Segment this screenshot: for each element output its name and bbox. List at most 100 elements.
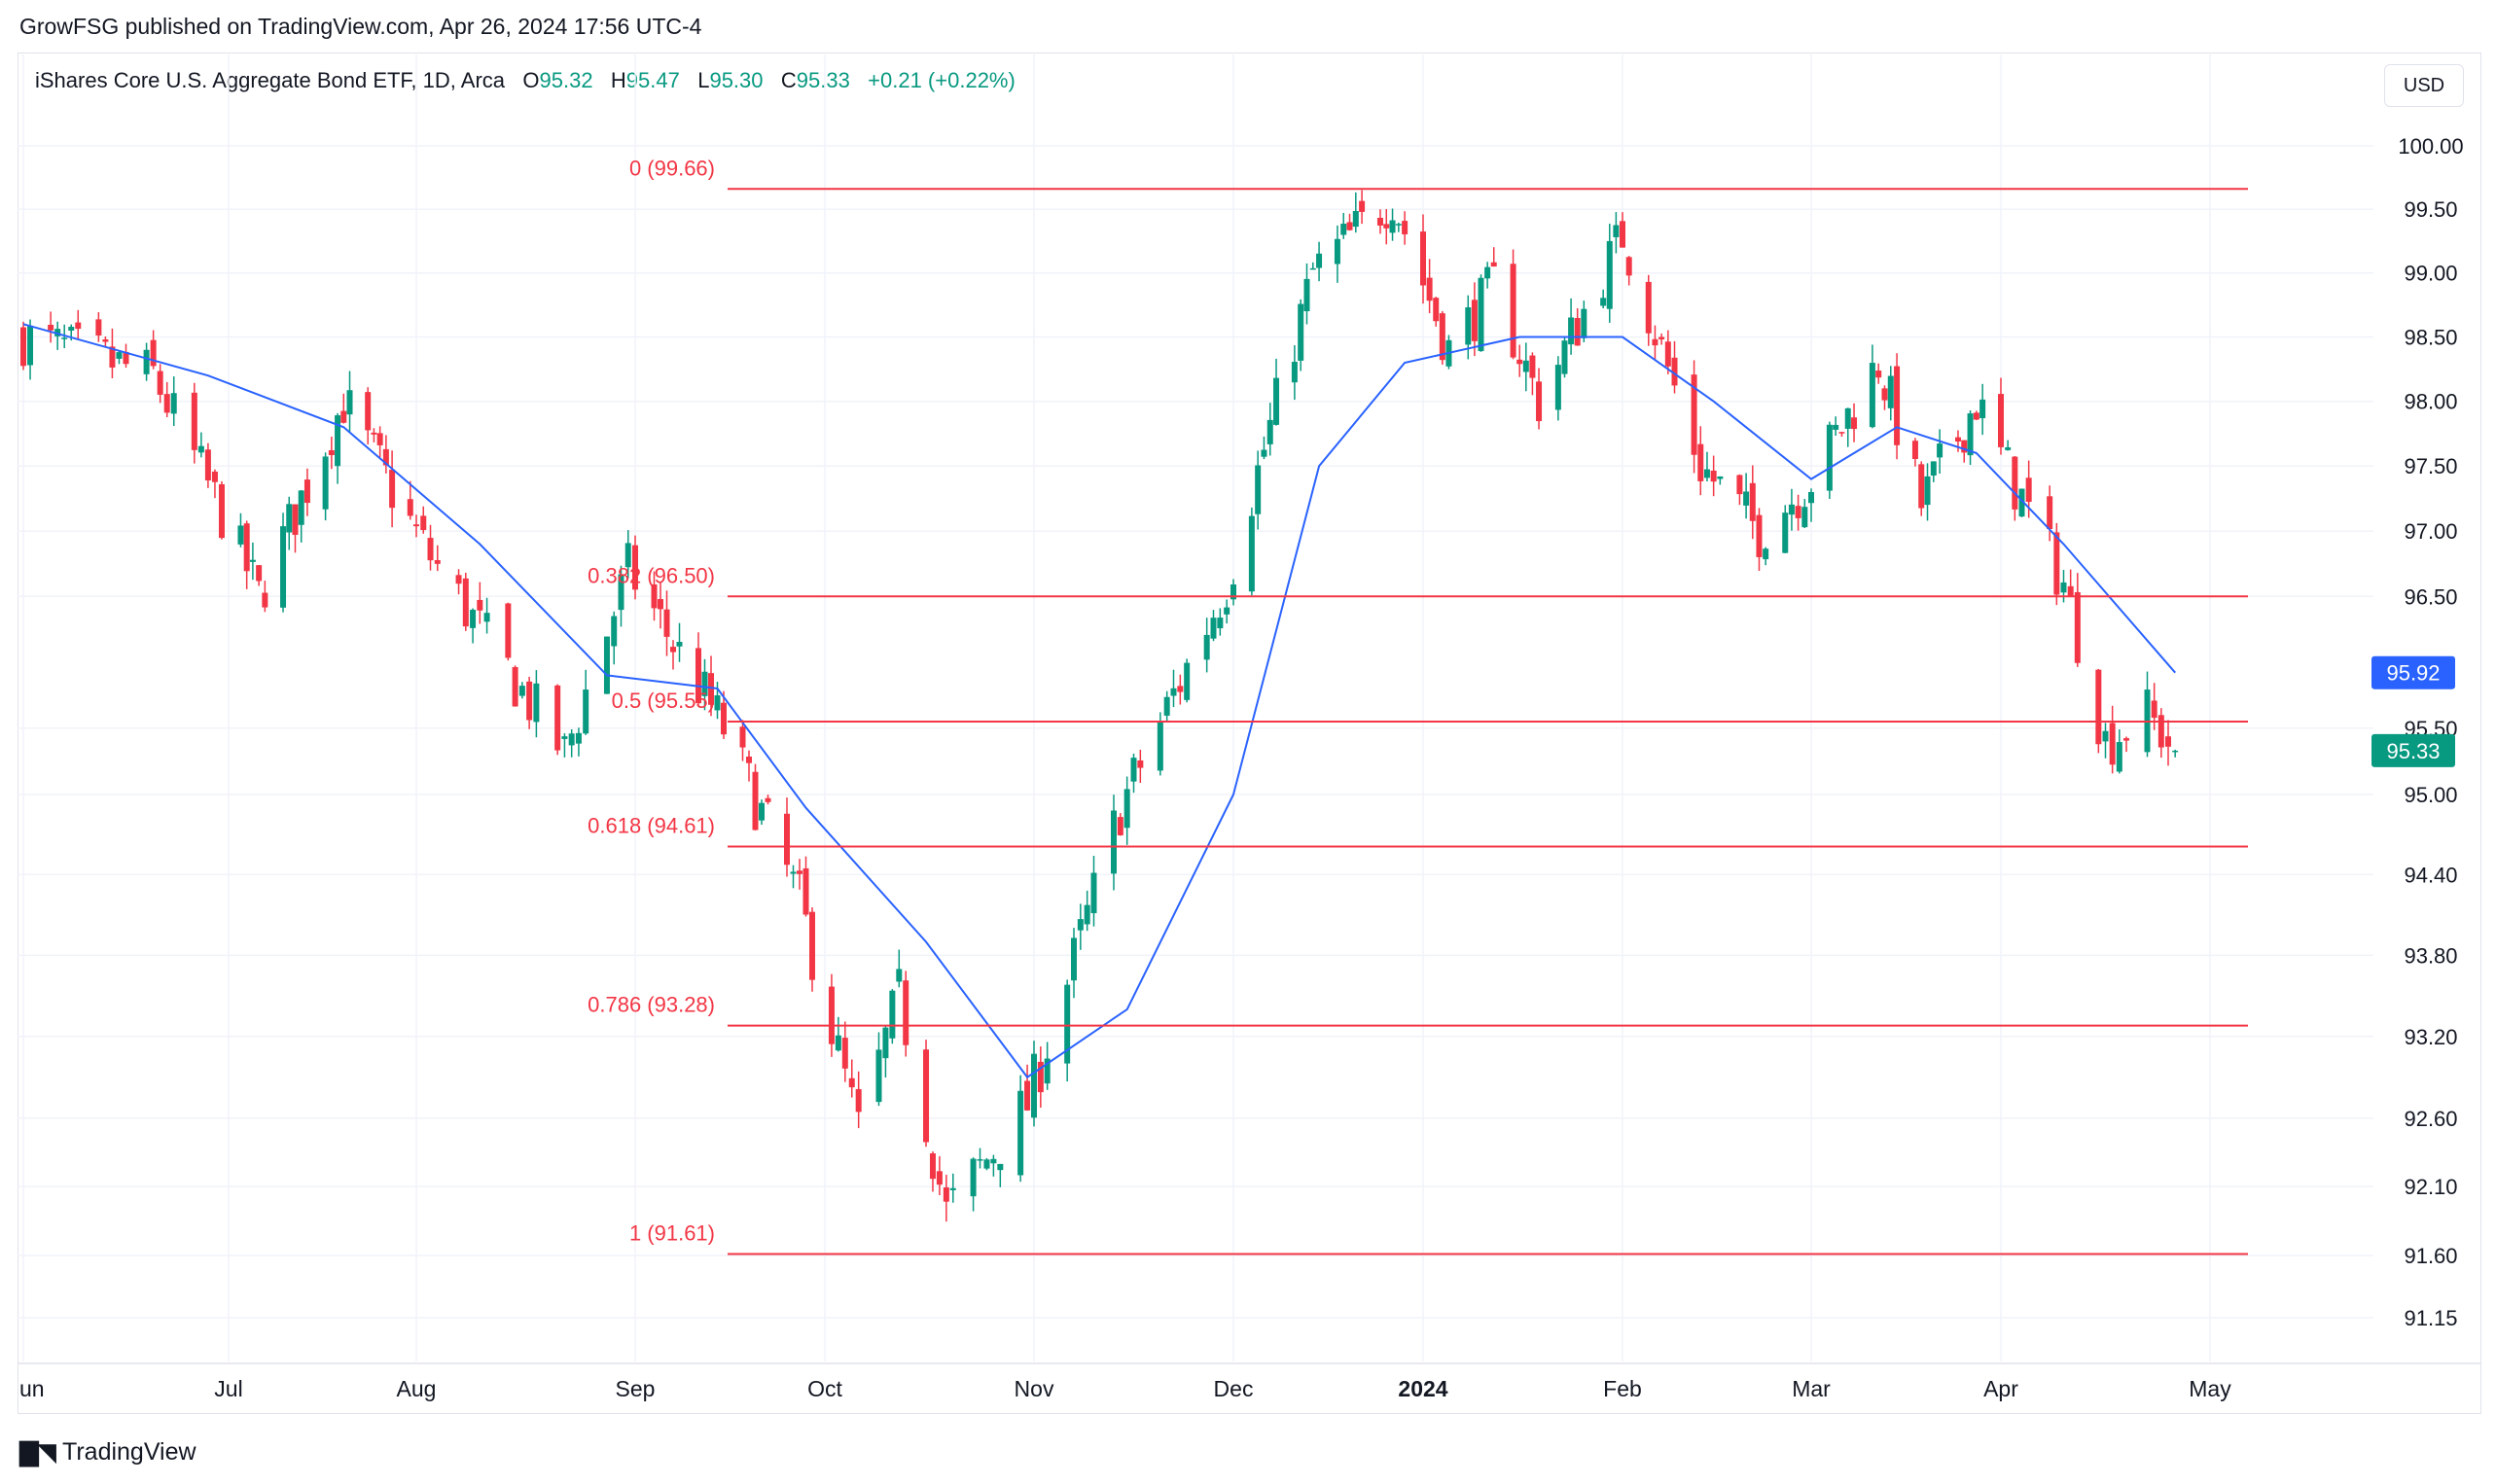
candle	[1973, 410, 1979, 420]
currency-button[interactable]: USD	[2384, 64, 2464, 107]
fib-level-label: 0.5 (95.55)	[612, 689, 715, 713]
candle-body	[1924, 476, 1931, 506]
candle-body	[303, 479, 310, 504]
candle	[1671, 340, 1678, 394]
candle-body	[1967, 413, 1974, 456]
candle	[875, 1032, 882, 1107]
candle	[382, 435, 389, 474]
candle-body	[784, 813, 790, 866]
candle-body	[204, 449, 211, 481]
candle	[2123, 736, 2129, 753]
candle	[802, 856, 809, 917]
candle-body	[1291, 362, 1298, 383]
candle	[1217, 608, 1224, 636]
candle	[483, 597, 490, 634]
candle	[1998, 377, 2004, 455]
candle-body	[68, 327, 75, 331]
candle-body	[1671, 357, 1678, 386]
candle-body	[218, 483, 225, 539]
candle-body	[2074, 591, 2081, 663]
candle	[1833, 416, 1839, 437]
candle	[280, 512, 287, 613]
candle	[1743, 473, 1750, 519]
ma-value-badge: 95.92	[2386, 661, 2440, 686]
candle	[1554, 356, 1561, 421]
candle-body	[123, 351, 129, 365]
candle-body	[1875, 371, 1882, 378]
candle-body	[1484, 266, 1491, 279]
candle-body	[1255, 465, 1262, 514]
candle	[828, 973, 835, 1057]
candle	[2109, 705, 2116, 774]
candle	[462, 572, 469, 631]
candle	[470, 608, 477, 644]
candle	[1954, 430, 1961, 452]
time-tick-label: Oct	[807, 1376, 842, 1401]
price-tick-label: 92.60	[2404, 1107, 2457, 1131]
candle-body	[1376, 217, 1383, 226]
price-tick-label: 99.50	[2404, 197, 2457, 222]
candle-body	[1439, 313, 1445, 361]
candle	[2005, 440, 2012, 451]
candle	[1522, 342, 1529, 392]
candle-body	[618, 574, 624, 611]
candle	[365, 387, 372, 444]
candle	[518, 682, 525, 699]
candle-body	[211, 471, 218, 482]
candle	[1749, 465, 1756, 540]
fib-level-label: 0.786 (93.28)	[588, 993, 715, 1017]
candle-body	[518, 686, 525, 696]
candle	[243, 520, 250, 589]
candle	[1266, 403, 1273, 456]
candle-body	[1117, 817, 1123, 835]
candle	[632, 535, 638, 600]
candle	[1691, 360, 1697, 474]
candle	[1967, 409, 1974, 466]
candle	[1024, 1064, 1031, 1112]
candle-body	[1652, 338, 1658, 346]
candle-body	[483, 613, 490, 622]
candle	[990, 1154, 997, 1177]
candle	[1478, 274, 1484, 352]
candle-body	[340, 410, 347, 423]
candle	[95, 312, 102, 342]
candle-body	[389, 469, 396, 509]
candle-body	[1157, 722, 1163, 771]
candle-body	[1163, 696, 1170, 716]
candle	[150, 330, 157, 370]
chart-frame	[18, 53, 2481, 1414]
candle-body	[1359, 200, 1366, 212]
candle-body	[1077, 919, 1084, 931]
candle	[1613, 212, 1620, 254]
candle-body	[611, 616, 618, 647]
candle-body	[1620, 221, 1625, 248]
tradingview-logo[interactable]: ▇◥ TradingView	[19, 1437, 196, 1467]
candle-body	[1184, 662, 1191, 700]
candle	[1869, 344, 1875, 429]
candle	[1652, 325, 1658, 360]
candle-body	[1973, 412, 1979, 420]
candle-body	[170, 393, 177, 414]
candle-body	[1177, 686, 1184, 692]
time-tick-label: un	[19, 1376, 45, 1401]
candle-body	[1309, 267, 1316, 270]
candle	[790, 865, 797, 889]
candle	[1389, 208, 1396, 241]
candle-body	[292, 504, 299, 535]
candle-body	[1111, 810, 1117, 874]
candle-body	[809, 911, 815, 980]
grid-lines	[18, 54, 2373, 1361]
candle	[1851, 403, 1858, 442]
candle-body	[477, 599, 483, 611]
candle	[835, 1016, 841, 1052]
candle	[249, 542, 256, 581]
candle	[889, 989, 896, 1044]
candle-body	[1303, 278, 1310, 312]
price-axis: 100.00 99.50 99.00 98.50 98.00 97.50 97.00 96.5…	[2398, 134, 2463, 1330]
candle-body	[1224, 607, 1230, 615]
candle-body	[714, 695, 721, 711]
candle	[2074, 573, 2081, 667]
candle-body	[1645, 281, 1652, 334]
price-tick-label: 98.00	[2404, 390, 2457, 414]
